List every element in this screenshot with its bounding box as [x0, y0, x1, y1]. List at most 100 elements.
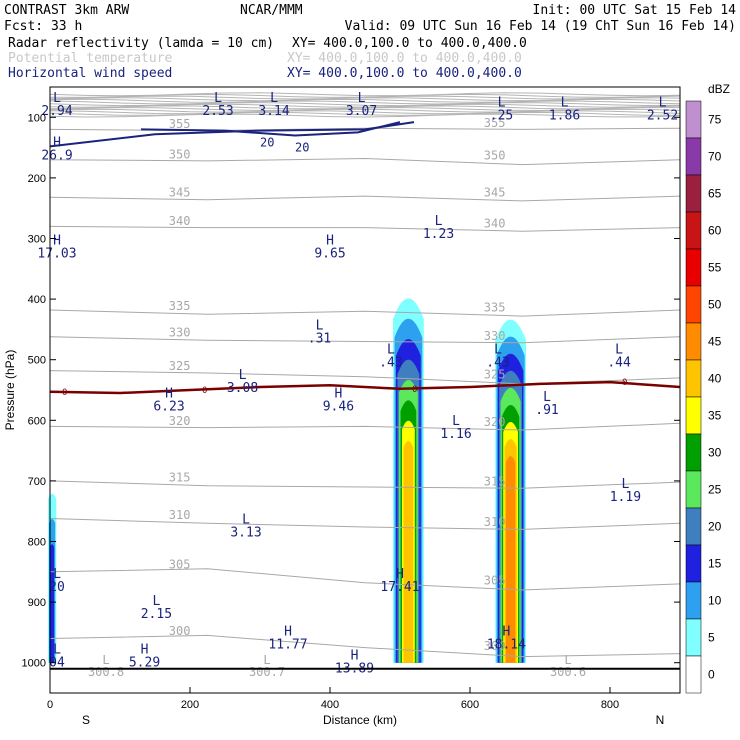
low-marker: L — [452, 414, 460, 429]
marker-value: 1.19 — [610, 490, 641, 505]
low-marker: L — [152, 594, 160, 609]
theta-contour-label: 330 — [169, 326, 191, 340]
theta-contour-315 — [49, 480, 681, 489]
x-axis-north-label: N — [656, 713, 665, 727]
marker-value: 17.03 — [37, 247, 76, 262]
header-valid-time: Valid: 09 UTC Sun 16 Feb 14 (19 ChT Sun … — [345, 19, 736, 34]
low-marker: L — [239, 368, 247, 383]
low-marker: L — [494, 343, 502, 358]
theta-contour-label: 350 — [484, 149, 506, 163]
theta-low-value: 300.7 — [249, 665, 285, 679]
colorbar-label: 40 — [708, 372, 722, 386]
low-marker: L — [316, 318, 324, 333]
high-marker: H — [141, 643, 149, 658]
colorbar-swatch-40 — [685, 359, 702, 398]
theta-contour-label: 315 — [484, 475, 506, 489]
colorbar-label: 10 — [708, 594, 722, 608]
y-tick-label: 700 — [28, 476, 46, 488]
theta-contour-label: 355 — [169, 117, 191, 131]
x-tick-label: 800 — [601, 699, 619, 711]
colorbar-unit: dBZ — [708, 82, 730, 96]
field-xy-theta: XY= 400.0,100.0 to 400.0,400.0 — [287, 51, 522, 66]
wind-contour-0 — [49, 121, 415, 148]
freezing-level-label: 0 — [622, 378, 627, 388]
field-xy-wind: XY= 400.0,100.0 to 400.0,400.0 — [287, 66, 522, 81]
high-marker: H — [165, 386, 173, 401]
plot-frame — [49, 86, 681, 694]
theta-contour-label: 305 — [484, 573, 506, 587]
high-marker: H — [396, 567, 404, 582]
colorbar-swatch-70 — [685, 137, 702, 176]
theta-contour-label: 335 — [169, 299, 191, 313]
theta-low-marker: L — [102, 653, 109, 667]
theta-contour-300 — [49, 634, 681, 658]
theta-contour-label: 320 — [484, 415, 506, 429]
y-tick-label: 900 — [28, 597, 46, 609]
y-tick-label: 1000 — [22, 658, 46, 670]
marker-value: 3.13 — [230, 525, 261, 540]
colorbar-swatch-10 — [685, 581, 702, 620]
marker-value: 3.08 — [227, 381, 258, 396]
theta-contour-label: 350 — [169, 147, 191, 161]
theta-contour-label: 305 — [169, 557, 191, 571]
theta-band-line — [49, 100, 681, 105]
colorbar-swatch-75 — [685, 100, 702, 139]
x-tick-label: 600 — [461, 699, 479, 711]
field-label-wind: Horizontal wind speed — [8, 66, 172, 81]
theta-contour-label: 315 — [169, 470, 191, 484]
colorbar-label: 45 — [708, 335, 722, 349]
y-tick-label: 800 — [28, 537, 46, 549]
low-marker: L — [498, 95, 506, 110]
low-marker: L — [53, 91, 61, 106]
colorbar-label: 35 — [708, 409, 722, 423]
high-marker: H — [53, 135, 61, 150]
plot-area: 355 355 350 350 345 345 340 340 335 335 330 330 325 3… — [37, 91, 681, 679]
marker-value: 04 — [49, 656, 65, 671]
low-marker: L — [242, 512, 250, 527]
theta-band-line — [49, 113, 681, 118]
low-marker: L — [53, 567, 61, 582]
low-marker: L — [543, 390, 551, 405]
colorbar-swatch-20 — [685, 507, 702, 546]
low-marker: L — [358, 91, 366, 106]
marker-value: 18.14 — [487, 637, 526, 652]
colorbar-swatch-60 — [685, 211, 702, 250]
colorbar-swatch-0 — [685, 655, 702, 694]
marker-value: .43 — [379, 356, 402, 371]
marker-value: 2.53 — [202, 104, 233, 119]
theta-contour-label: 345 — [169, 186, 191, 200]
x-tick-label: 200 — [181, 699, 199, 711]
low-marker: L — [387, 343, 395, 358]
wind-contour-label: 20 — [295, 141, 309, 155]
colorbar-label: 25 — [708, 483, 722, 497]
y-tick-label: 100 — [28, 112, 46, 124]
theta-contour-label: 310 — [484, 515, 506, 529]
high-marker: H — [334, 386, 342, 401]
theta-contour-330 — [49, 336, 681, 344]
x-axis-south-label: S — [82, 713, 90, 727]
colorbar-label: 5 — [708, 631, 715, 645]
header-init: Init: 00 UTC Sat 15 Feb 14 — [533, 3, 737, 18]
field-xy-reflectivity: XY= 400.0,100.0 to 400.0,400.0 — [292, 36, 527, 51]
marker-value: 2.15 — [141, 607, 172, 622]
marker-value: 11.77 — [268, 637, 307, 652]
theta-low-marker: L — [263, 653, 270, 667]
low-marker: L — [53, 643, 61, 658]
marker-value: 9.46 — [323, 399, 354, 414]
marker-value: 2.52 — [647, 108, 678, 123]
colorbar-swatch-50 — [685, 285, 702, 324]
marker-value: .44 — [607, 356, 631, 371]
field-label-reflectivity: Radar reflectivity (lamda = 10 cm) — [8, 36, 274, 51]
wind-contour-1 — [140, 121, 401, 137]
field-label-theta: Potential temperature — [8, 51, 173, 66]
theta-low-marker: L — [564, 653, 571, 667]
marker-value: 1.86 — [549, 108, 580, 123]
marker-value: 9.65 — [314, 247, 345, 262]
reflectivity-core-2-dbz-15 — [50, 544, 55, 663]
marker-value: .25 — [490, 108, 513, 123]
wind-contour-label: 20 — [260, 136, 274, 150]
y-tick-label: 300 — [28, 234, 46, 246]
marker-value: .43 — [486, 356, 509, 371]
theta-contour-label: 325 — [484, 367, 506, 381]
